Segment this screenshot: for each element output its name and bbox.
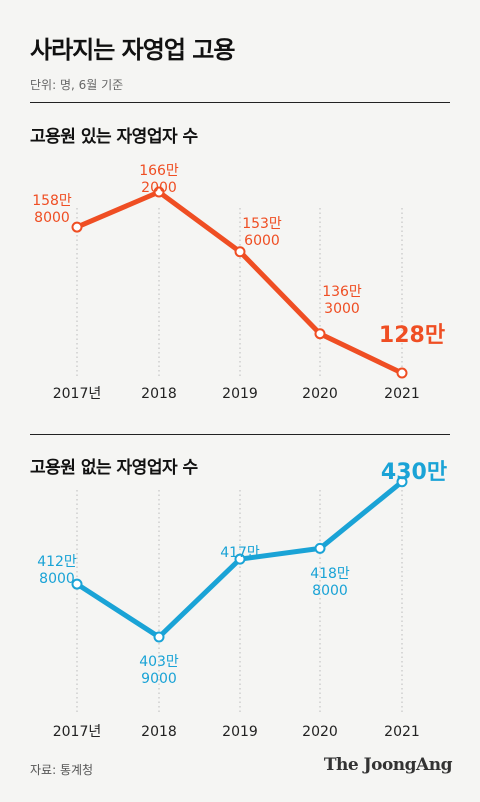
data-label: 128만 [379,323,445,348]
source-note: 자료: 통계청 [30,763,94,777]
x-tick-label: 2020 [302,386,338,402]
x-tick-label: 2021 [384,386,420,402]
data-point [153,186,165,198]
data-point [396,476,408,488]
data-point [71,221,83,233]
data-label: 153만 6000 [242,216,282,249]
chart-employers-with-employees: 2017년 2018 2019 2020 2021 158만 8000 166만 2000 153… [32,163,445,402]
data-label: 403만 9000 [139,654,179,687]
x-tick-label: 2017년 [53,724,102,740]
x-tick-label: 2018 [141,386,177,402]
top-divider [30,102,450,103]
chart-employers-without-employees: 2017년 2018 2019 2020 2021 412만 8000 403만 9000 417… [37,460,447,740]
data-point [396,367,408,379]
data-point [314,542,326,554]
middle-divider [30,434,450,435]
data-label: 412만 8000 [37,554,77,587]
data-label: 166만 2000 [139,163,179,196]
data-label: 418만 8000 [310,566,350,599]
x-tick-label: 2019 [222,724,258,740]
data-label: 417만 [220,545,260,561]
chart2-title: 고용원 없는 자영업자 수 [30,458,198,478]
chart1-title: 고용원 있는 자영업자 수 [30,127,198,147]
x-tick-label: 2021 [384,724,420,740]
x-tick-label: 2018 [141,724,177,740]
unit-note: 단위: 명, 6월 기준 [30,78,124,92]
data-point [234,553,246,565]
x-tick-label: 2020 [302,724,338,740]
data-label: 430만 [381,460,447,485]
x-tick-label: 2017년 [53,386,102,402]
x-tick-label: 2019 [222,386,258,402]
data-point [153,631,165,643]
page-title: 사라지는 자영업 고용 [30,36,235,64]
data-point [71,578,83,590]
data-label: 136만 3000 [322,284,362,317]
series-line [74,189,405,376]
brand-logo: The JoongAng [323,755,453,775]
data-point [234,246,246,258]
data-point [314,328,326,340]
data-label: 158만 8000 [32,193,72,226]
